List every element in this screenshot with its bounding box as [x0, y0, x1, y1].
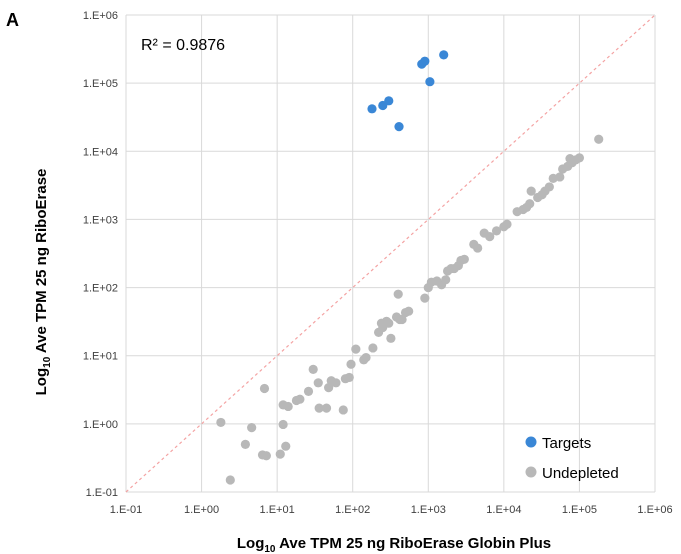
- x-tick-label: 1.E+01: [260, 504, 295, 516]
- undepleted-point: [525, 199, 535, 209]
- data-points: [216, 50, 604, 485]
- undepleted-point: [331, 378, 341, 388]
- undepleted-point: [384, 318, 394, 328]
- undepleted-point: [404, 306, 414, 316]
- undepleted-point: [473, 243, 483, 253]
- undepleted-point: [502, 219, 512, 229]
- y-tick-label: 1.E+03: [83, 214, 118, 226]
- undepleted-point: [313, 378, 323, 388]
- x-tick-label: 1.E+00: [184, 504, 219, 516]
- targets-point: [367, 104, 377, 114]
- undepleted-point: [555, 172, 565, 182]
- undepleted-point: [324, 383, 334, 393]
- y-axis-title: Log10 Ave TPM 25 ng RiboErase: [33, 169, 53, 396]
- undepleted-point: [261, 451, 271, 461]
- y-tick-label: 1.E-01: [86, 487, 118, 499]
- undepleted-point: [397, 314, 407, 325]
- y-tick-label: 1.E+04: [83, 146, 118, 158]
- undepleted-point: [303, 386, 314, 396]
- y-tick-label: 1.E+05: [83, 78, 118, 90]
- undepleted-point: [420, 293, 430, 303]
- undepleted-point: [295, 394, 305, 404]
- x-tick-label: 1.E-01: [110, 504, 142, 516]
- undepleted-point: [283, 401, 293, 412]
- undepleted-point: [574, 153, 585, 163]
- undepleted-point: [225, 475, 235, 485]
- undepleted-point: [278, 419, 288, 430]
- y-tick-label: 1.E+06: [83, 10, 118, 22]
- reference-line-layer: [125, 14, 656, 493]
- targets-point: [384, 96, 394, 106]
- undepleted-point: [321, 403, 332, 413]
- y-tick-label: 1.E+00: [83, 419, 118, 431]
- undepleted-point: [308, 364, 318, 374]
- legend-marker-targets: [525, 436, 537, 448]
- undepleted-point: [240, 439, 250, 449]
- undepleted-point: [344, 372, 354, 383]
- undepleted-point: [281, 441, 291, 451]
- undepleted-point: [346, 359, 356, 369]
- targets-point: [439, 50, 449, 60]
- y-tick-label: 1.E+02: [83, 283, 118, 295]
- targets-point: [394, 122, 404, 132]
- undepleted-point: [338, 405, 348, 415]
- undepleted-point: [275, 449, 285, 459]
- undepleted-point: [544, 182, 554, 192]
- undepleted-point: [216, 417, 226, 428]
- x-axis-title: Log10 Ave TPM 25 ng RiboErase Globin Plu…: [237, 535, 551, 554]
- legend: Targets Undepleted: [525, 435, 619, 482]
- undepleted-point: [491, 226, 502, 236]
- panel-label: A: [6, 10, 19, 30]
- grid: [125, 14, 656, 493]
- undepleted-point: [485, 231, 495, 242]
- x-tick-label: 1.E+03: [411, 504, 446, 516]
- undepleted-point: [361, 352, 371, 363]
- legend-label-targets: Targets: [542, 435, 591, 452]
- y-tick-label: 1.E+01: [83, 351, 118, 363]
- undepleted-point: [393, 289, 403, 299]
- undepleted-point: [594, 134, 604, 144]
- legend-label-undepleted: Undepleted: [542, 465, 619, 482]
- x-tick-label: 1.E+02: [335, 504, 370, 516]
- undepleted-point: [314, 403, 324, 413]
- undepleted-point: [247, 423, 257, 433]
- undepleted-point: [259, 383, 270, 394]
- undepleted-point: [351, 344, 361, 354]
- undepleted-point: [386, 333, 396, 343]
- legend-marker-undepleted: [525, 466, 537, 478]
- targets-point: [425, 77, 435, 87]
- undepleted-point: [526, 186, 536, 196]
- y-tick-labels: 1.E-01 1.E+00 1.E+01 1.E+02 1.E+03 1.E+04 1.E+…: [83, 10, 118, 499]
- identity-reference-line: [125, 14, 656, 493]
- x-tick-label: 1.E+04: [486, 504, 521, 516]
- x-tick-label: 1.E+05: [562, 504, 597, 516]
- targets-point: [420, 56, 430, 66]
- x-tick-labels: 1.E-01 1.E+00 1.E+01 1.E+02 1.E+03 1.E+04 1.E+…: [110, 504, 673, 516]
- undepleted-point: [459, 254, 469, 264]
- undepleted-point: [441, 275, 451, 285]
- x-tick-label: 1.E+06: [637, 504, 672, 516]
- undepleted-point: [368, 343, 378, 353]
- r-squared-annotation: R² = 0.9876: [141, 37, 225, 54]
